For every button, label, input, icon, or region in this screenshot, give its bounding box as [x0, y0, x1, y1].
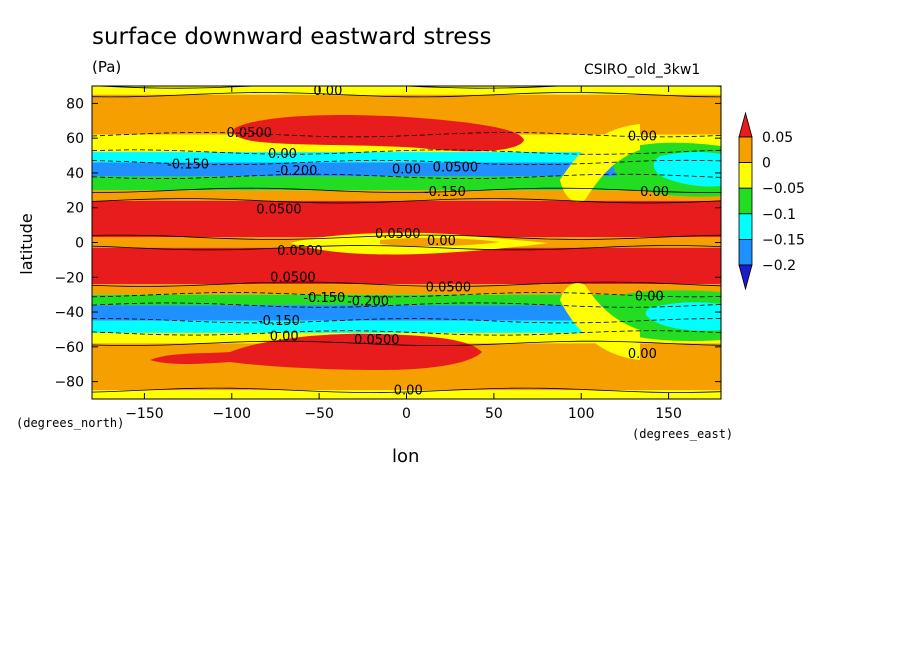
- x-tick-label-4: 50: [485, 406, 503, 422]
- contour-label-11: 0.0500: [375, 227, 421, 242]
- zonal-band-6: [92, 190, 721, 201]
- colorbar-segment-1: [738, 162, 753, 189]
- contour-label-1: 0.0500: [227, 126, 273, 141]
- zonal-band-3: [92, 152, 721, 163]
- zonal-band-13: [92, 320, 721, 333]
- colorbar-label-2: −0.05: [762, 181, 805, 197]
- contour-label-19: -0.150: [258, 314, 300, 329]
- contour-line-11: [92, 292, 721, 298]
- contour-line-10: [92, 281, 721, 287]
- zonal-band-10: [92, 284, 721, 295]
- colorbar-segment-4: [738, 238, 753, 266]
- colorbar-segment-0: [738, 136, 753, 164]
- contour-label-18: 0.00: [635, 289, 664, 304]
- colorbar: 0.05 0 −0.05 −0.1 −0.15 −0.2: [738, 111, 805, 291]
- contour-label-3: -0.150: [167, 157, 209, 172]
- x-tick-label-0: −150: [125, 406, 163, 422]
- contour-label-2: 0.00: [268, 147, 297, 162]
- x-axis-units: (degrees_east): [632, 427, 734, 441]
- contour-line-9: [92, 245, 721, 251]
- y-tick-label-0: 80: [66, 96, 84, 112]
- x-axis-label: lon: [392, 446, 420, 467]
- contour-label-5: 0.00: [392, 162, 421, 177]
- y-tick-label-8: −80: [54, 375, 84, 391]
- contour-line-2: [92, 132, 721, 138]
- contour-label-4: -0.200: [275, 164, 317, 179]
- colorbar-segment-3: [738, 213, 753, 240]
- contour-line-16: [92, 387, 721, 393]
- sh-yellow-gap: [560, 283, 640, 360]
- contour-label-13: 0.0500: [277, 244, 323, 259]
- zonal-band-4: [92, 162, 721, 177]
- contour-label-22: 0.00: [628, 347, 657, 362]
- contour-label-14: 0.0500: [270, 270, 316, 285]
- contour-line-14: [92, 330, 721, 336]
- contour-line-7: [92, 198, 721, 204]
- contour-label-15: -0.150: [303, 291, 345, 306]
- contour-line-6: [92, 187, 721, 193]
- contour-line-0: [92, 86, 721, 89]
- eq-orange-lens: [380, 237, 500, 247]
- zonal-band-12: [92, 305, 721, 321]
- y-axis-units: (degrees_north): [16, 416, 125, 430]
- contour-label-12: 0.00: [427, 234, 456, 249]
- model-name: CSIRO_old_3kw1: [584, 62, 701, 78]
- contour-lines: [92, 86, 721, 393]
- contour-line-15: [92, 340, 721, 347]
- sh-red-blob: [150, 333, 482, 370]
- y-tick-label-2: 40: [66, 166, 84, 182]
- contour-line-3: [92, 149, 721, 155]
- colorbar-label-3: −0.1: [762, 207, 796, 223]
- contour-label-8: 0.00: [628, 129, 657, 144]
- se-cyan-core: [645, 302, 721, 331]
- colorbar-label-0: 0.05: [762, 130, 793, 146]
- colorbar-label-4: −0.15: [762, 232, 805, 248]
- contour-label-16: -0.200: [347, 295, 389, 310]
- x-tick-label-5: 100: [568, 406, 595, 422]
- contour-label-9: 0.00: [640, 185, 669, 200]
- y-tick-label-1: 60: [66, 131, 84, 147]
- zonal-band-7: [92, 200, 721, 238]
- colorbar-arrow-bottom: [738, 264, 753, 291]
- y-tick-label-7: −60: [54, 340, 84, 356]
- nh-red-blob: [233, 115, 524, 152]
- colorbar-segment-2: [738, 187, 753, 215]
- contour-label-6: 0.0500: [433, 161, 479, 176]
- contour-line-4: [92, 159, 721, 166]
- y-tick-label-3: 20: [66, 201, 84, 217]
- colorbar-label-1: 0: [762, 156, 771, 172]
- x-tick-label-3: 0: [402, 406, 411, 422]
- contour-label-0: 0.00: [313, 84, 342, 99]
- contour-label-21: 0.0500: [354, 333, 400, 348]
- contour-label-20: 0.00: [270, 329, 299, 344]
- contour-line-13: [92, 318, 721, 324]
- x-tick-label-2: −50: [304, 406, 334, 422]
- contour-line-8: [92, 234, 721, 240]
- y-tick-label-6: −40: [54, 305, 84, 321]
- contour-label-23: 0.00: [394, 383, 423, 398]
- contour-label-7: -0.150: [424, 185, 466, 200]
- colorbar-label-5: −0.2: [762, 258, 796, 274]
- x-tick-label-6: 150: [655, 406, 682, 422]
- contour-label-10: 0.0500: [256, 202, 302, 217]
- south-pole-yellow: [280, 390, 460, 399]
- chart-title: surface downward eastward stress: [92, 24, 492, 50]
- axis-ticks: −150 −100 −50 0 50 100 150 80 60 40 20 0 −20 −40 −60 −8…: [54, 86, 721, 422]
- contour-line-5: [92, 173, 721, 180]
- contour-line-1: [92, 92, 721, 98]
- y-tick-label-5: −20: [54, 270, 84, 286]
- contour-line-12: [92, 302, 721, 308]
- y-tick-label-4: 0: [75, 236, 84, 252]
- contour-label-17: 0.0500: [426, 281, 472, 296]
- zonal-band-11: [92, 294, 721, 306]
- chart-units: (Pa): [92, 58, 122, 76]
- colorbar-arrow-top: [738, 111, 753, 138]
- x-tick-label-1: −100: [213, 406, 251, 422]
